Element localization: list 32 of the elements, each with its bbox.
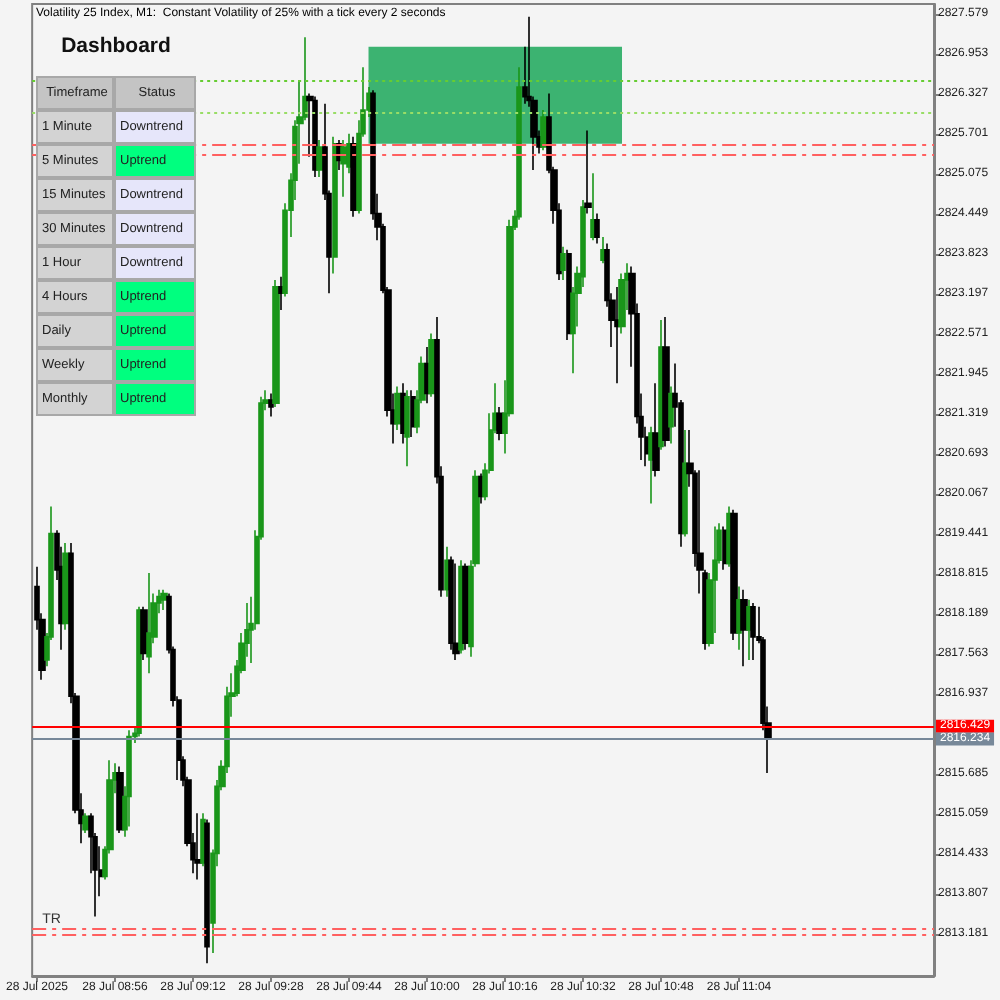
candlestick xyxy=(750,602,756,661)
candlestick xyxy=(160,588,168,611)
candlestick xyxy=(746,599,752,661)
candlestick xyxy=(140,606,148,661)
candlestick xyxy=(136,606,142,738)
candlestick xyxy=(590,172,596,242)
candlestick xyxy=(404,389,410,468)
candlestick xyxy=(272,279,280,408)
candlestick xyxy=(566,249,572,341)
candlestick xyxy=(312,95,318,178)
candlestick xyxy=(278,275,284,311)
candlestick xyxy=(662,316,670,448)
candlestick xyxy=(194,812,202,881)
candlestick xyxy=(648,425,654,505)
candlestick xyxy=(652,382,660,478)
candlestick xyxy=(560,245,566,281)
candlestick xyxy=(268,392,274,418)
candlestick xyxy=(730,509,738,641)
text: Dashboard xyxy=(59,32,173,62)
candlestick xyxy=(682,429,688,538)
candlestick xyxy=(146,572,152,675)
candlestick xyxy=(594,212,600,245)
candlestick xyxy=(600,236,606,265)
candlestick xyxy=(332,136,338,275)
candlestick xyxy=(584,129,592,215)
candlestick xyxy=(736,585,742,651)
candlestick xyxy=(116,765,124,834)
candlestick xyxy=(614,286,620,385)
candlestick xyxy=(452,562,460,661)
candlestick xyxy=(204,818,210,965)
candlestick xyxy=(740,588,748,668)
candlestick xyxy=(668,385,674,445)
